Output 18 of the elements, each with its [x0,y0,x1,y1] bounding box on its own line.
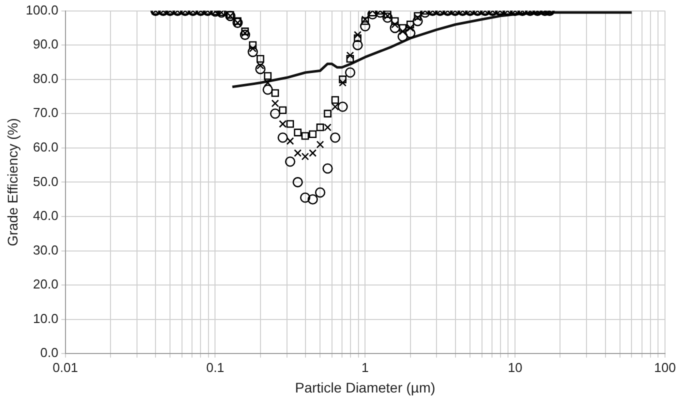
x-tick-label: 1 [362,360,369,375]
x-tick-label: 0.01 [52,360,78,375]
y-tick-label: 20.0 [33,276,58,292]
y-tick-label: 80.0 [33,70,58,86]
y-tick-label: 30.0 [33,242,58,258]
y-tick-label: 90.0 [33,36,58,52]
y-tick-label: 10.0 [33,310,58,326]
y-tick-label: 60.0 [33,140,58,154]
x-tick-label: 100 [654,360,676,375]
x-tick-label: 10 [508,360,522,375]
y-tick-label: 50.0 [33,174,58,189]
x-tick-label: 0.1 [206,360,224,375]
x-axis-title: Particle Diameter (µm) [295,379,436,396]
y-tick-label: 0.0 [40,345,58,360]
y-tick-label: 70.0 [33,105,58,120]
y-tick-label: 40.0 [33,208,58,224]
y-tick-label: 100.0 [26,2,58,18]
y-axis-title: Grade Efficiency (%) [4,118,20,246]
